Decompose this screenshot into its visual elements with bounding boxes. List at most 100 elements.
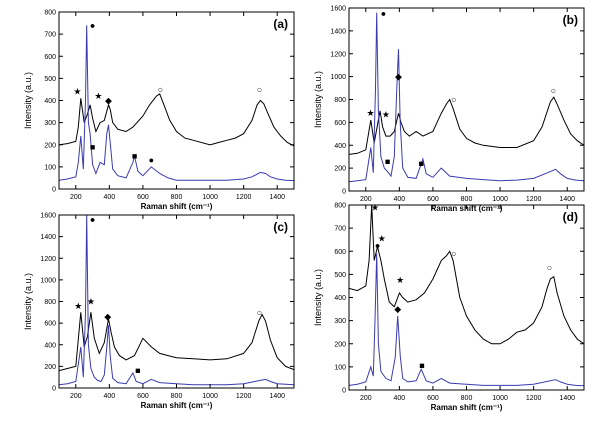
y-tick-label: 800 [334,97,346,104]
peak-marker: ★ [87,297,95,307]
peak-marker: ■ [132,151,137,161]
y-tick-label: 1400 [40,234,56,241]
y-tick-label: 200 [44,142,56,149]
x-tick-label: 1000 [202,194,218,201]
y-tick-label: 0 [342,189,346,196]
x-tick-label: 600 [427,196,439,203]
peak-marker: ■ [419,361,424,371]
y-tick-label: 500 [334,272,346,279]
y-tick-label: 500 [44,76,56,83]
y-tick-label: 600 [334,249,346,256]
panel-label: (d) [563,210,578,224]
peak-marker: ★ [382,109,390,119]
x-tick-label: 800 [461,196,473,203]
x-tick-label: 1400 [559,196,575,203]
y-tick-label: 600 [44,54,56,61]
peak-marker: ★ [74,301,82,311]
x-tick-label: 800 [171,393,183,400]
y-tick-label: 700 [44,32,56,39]
y-tick-label: 700 [334,226,346,233]
y-axis-label: Intensity (a.u.) [313,71,323,128]
y-tick-label: 1000 [330,74,346,81]
series-line-1 [349,96,584,155]
x-tick-label: 600 [137,194,149,201]
peak-marker: ○ [257,307,262,317]
peak-marker: ○ [451,95,456,105]
y-tick-label: 100 [334,364,346,371]
panel-2: 200 400 600 800 1000 1200 1400 0 200 400 600 800 100… [313,6,585,213]
y-tick-label: 800 [44,10,56,17]
y-tick-label: 100 [44,164,56,171]
panel-1: 200 400 600 800 1000 1200 1400 0 100 200 300 400 500… [23,10,295,211]
peak-marker: ○ [551,85,556,95]
x-tick-label: 400 [104,393,116,400]
x-axis-label: Raman shift (cm⁻¹) [141,401,213,410]
x-tick-label: 1400 [269,393,285,400]
x-tick-label: 1200 [526,395,542,402]
y-tick-label: 0 [342,388,346,395]
y-tick-label: 800 [334,203,346,210]
peak-marker: ○ [547,262,552,272]
x-tick-label: 1200 [236,393,252,400]
peak-marker: ◆ [395,72,402,82]
y-axis-label: Intensity (a.u.) [23,273,33,330]
series-line-2 [349,12,584,183]
peak-marker: ■ [135,366,140,376]
peak-marker: ● [90,214,95,224]
x-tick-label: 800 [461,395,473,402]
peak-marker: ○ [158,84,163,94]
y-tick-label: 1000 [40,277,56,284]
x-tick-label: 200 [70,194,82,201]
y-tick-label: 1200 [40,256,56,263]
panel-label: (a) [273,17,288,31]
series-line-1 [59,93,294,147]
y-tick-label: 1200 [330,51,346,58]
x-tick-label: 800 [171,194,183,201]
y-tick-label: 400 [334,143,346,150]
y-axis-label: Intensity (a.u.) [313,269,323,326]
y-tick-label: 0 [52,187,56,194]
peak-marker: ◆ [394,304,401,314]
y-tick-label: 800 [44,299,56,306]
y-tick-label: 400 [334,295,346,302]
series-line-2 [59,25,294,182]
y-tick-label: 600 [334,120,346,127]
peak-marker: ★ [378,234,386,244]
y-tick-label: 1400 [330,28,346,35]
y-tick-label: 1600 [40,213,56,220]
peak-marker: ● [375,240,380,250]
x-tick-label: 1000 [492,395,508,402]
panel-4: 200 400 600 800 1000 1200 1400 0 100 200 300 400 500… [313,202,585,412]
x-tick-label: 200 [360,395,372,402]
y-tick-label: 400 [44,98,56,105]
x-tick-label: 1000 [492,196,508,203]
y-tick-label: 200 [44,364,56,371]
x-tick-label: 1400 [559,395,575,402]
x-tick-label: 1400 [269,194,285,201]
peak-marker: ■ [418,159,423,169]
x-tick-label: 400 [394,196,406,203]
y-tick-label: 200 [334,341,346,348]
x-tick-label: 1200 [526,196,542,203]
x-tick-label: 1200 [236,194,252,201]
x-tick-label: 600 [137,393,149,400]
panel-3: 200 400 600 800 1000 1200 1400 0 200 400 600 800 100… [23,213,295,410]
x-tick-label: 200 [360,196,372,203]
series-line-2 [349,253,584,387]
series-line-1 [349,205,584,345]
peak-marker: ● [90,20,95,30]
peak-marker: ◆ [104,312,111,322]
x-tick-label: 400 [104,194,116,201]
y-tick-label: 300 [334,318,346,325]
x-axis-label: Raman shift (cm⁻¹) [431,403,503,412]
y-tick-label: 300 [44,120,56,127]
x-axis-label: Raman shift (cm⁻¹) [141,202,213,211]
y-axis-label: Intensity (a.u.) [23,72,33,129]
peak-marker: ■ [385,156,390,166]
peak-marker: ★ [396,275,404,285]
peak-marker: ○ [257,84,262,94]
x-tick-label: 400 [394,395,406,402]
series-line-1 [59,312,294,372]
panel-label: (b) [563,13,578,27]
